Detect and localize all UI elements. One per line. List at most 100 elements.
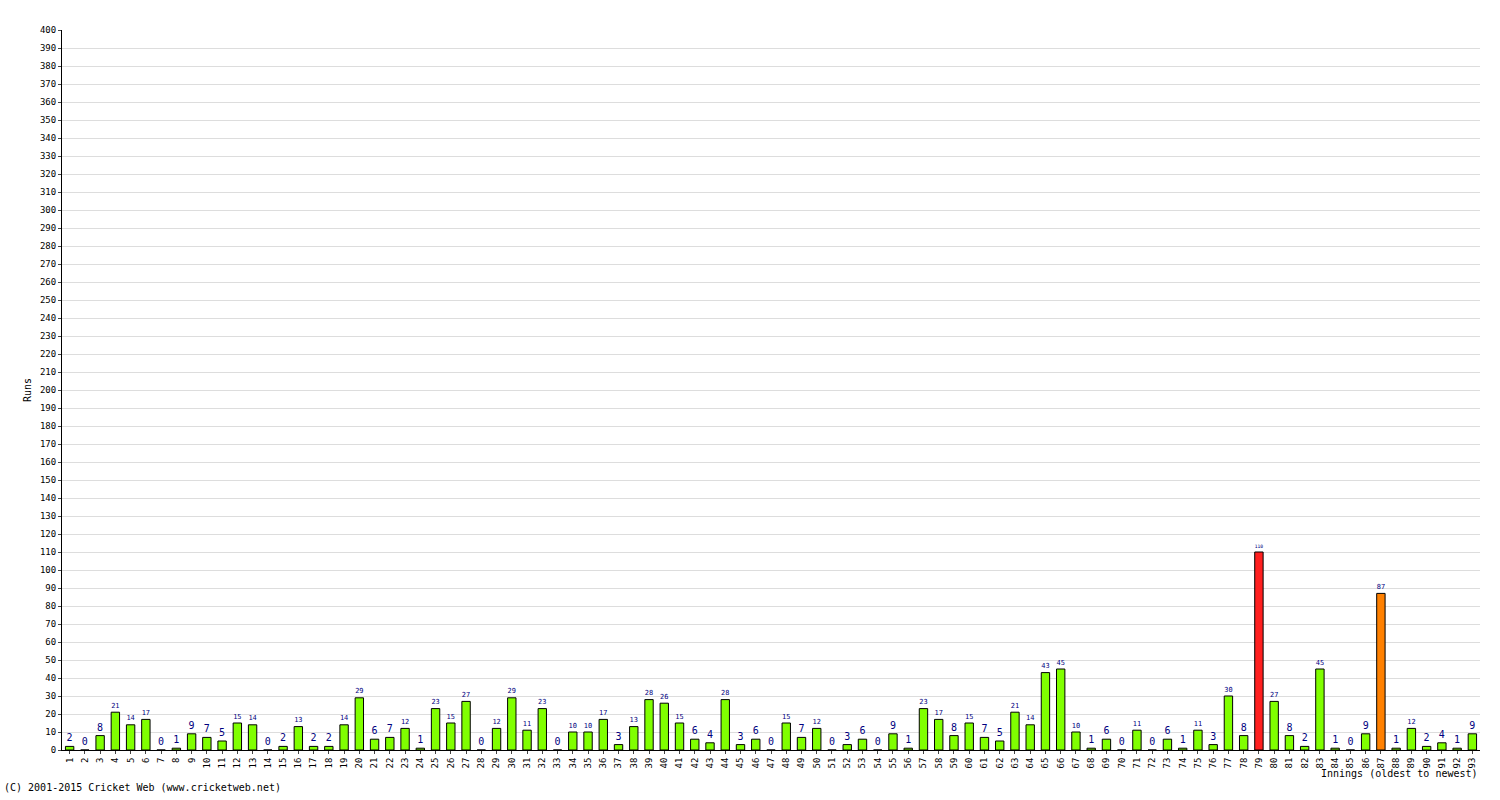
svg-text:290: 290 — [40, 223, 56, 233]
svg-text:50: 50 — [812, 758, 822, 769]
svg-text:1: 1 — [417, 734, 423, 745]
svg-text:9: 9 — [1363, 720, 1369, 731]
svg-text:15: 15 — [782, 713, 790, 721]
svg-text:2: 2 — [80, 758, 90, 763]
svg-text:12: 12 — [401, 718, 409, 726]
svg-text:40: 40 — [659, 758, 669, 769]
svg-text:380: 380 — [40, 61, 56, 71]
svg-text:6: 6 — [859, 725, 865, 736]
svg-text:280: 280 — [40, 241, 56, 251]
svg-text:6: 6 — [141, 758, 151, 763]
svg-text:5: 5 — [219, 727, 225, 738]
svg-text:79: 79 — [1254, 758, 1264, 769]
svg-text:82: 82 — [1300, 758, 1310, 769]
svg-text:51: 51 — [827, 758, 837, 769]
svg-text:0: 0 — [768, 736, 774, 747]
svg-text:90: 90 — [45, 583, 56, 593]
svg-text:77: 77 — [1223, 758, 1233, 769]
svg-text:78: 78 — [1239, 758, 1249, 769]
svg-text:110: 110 — [1255, 544, 1264, 549]
svg-text:47: 47 — [766, 758, 776, 769]
svg-text:41: 41 — [674, 758, 684, 769]
svg-text:48: 48 — [781, 758, 791, 769]
svg-text:61: 61 — [979, 758, 989, 769]
svg-text:12: 12 — [1407, 718, 1415, 726]
svg-text:4: 4 — [707, 729, 713, 740]
svg-text:1: 1 — [65, 758, 75, 763]
svg-text:2: 2 — [1424, 732, 1430, 743]
svg-text:11: 11 — [1133, 720, 1141, 728]
svg-text:55: 55 — [888, 758, 898, 769]
svg-text:170: 170 — [40, 439, 56, 449]
svg-text:12: 12 — [813, 718, 821, 726]
svg-text:180: 180 — [40, 421, 56, 431]
svg-text:270: 270 — [40, 259, 56, 269]
svg-text:2: 2 — [67, 732, 73, 743]
svg-text:80: 80 — [1269, 758, 1279, 769]
svg-text:68: 68 — [1086, 758, 1096, 769]
svg-text:27: 27 — [462, 691, 470, 699]
svg-text:65: 65 — [1040, 758, 1050, 769]
svg-text:0: 0 — [1149, 736, 1155, 747]
svg-text:230: 230 — [40, 331, 56, 341]
svg-text:Innings (oldest to newest): Innings (oldest to newest) — [1321, 768, 1478, 779]
svg-text:60: 60 — [964, 758, 974, 769]
svg-text:3: 3 — [737, 731, 743, 742]
svg-text:10: 10 — [569, 722, 577, 730]
svg-text:53: 53 — [857, 758, 867, 769]
svg-text:14: 14 — [126, 714, 134, 722]
svg-text:15: 15 — [675, 713, 683, 721]
svg-text:1: 1 — [1180, 734, 1186, 745]
svg-text:70: 70 — [1117, 758, 1127, 769]
svg-text:56: 56 — [903, 758, 913, 769]
svg-text:27: 27 — [1270, 691, 1278, 699]
svg-text:17: 17 — [599, 709, 607, 717]
svg-text:0: 0 — [82, 736, 88, 747]
svg-text:8: 8 — [1241, 722, 1247, 733]
svg-text:2: 2 — [311, 732, 317, 743]
svg-text:110: 110 — [40, 547, 56, 557]
svg-text:29: 29 — [491, 758, 501, 769]
svg-text:17: 17 — [309, 758, 319, 769]
svg-text:23: 23 — [400, 758, 410, 769]
svg-text:36: 36 — [598, 758, 608, 769]
svg-text:1: 1 — [173, 734, 179, 745]
svg-text:7: 7 — [981, 723, 987, 734]
svg-text:16: 16 — [293, 758, 303, 769]
svg-text:10: 10 — [202, 758, 212, 769]
svg-text:1: 1 — [905, 734, 911, 745]
svg-text:370: 370 — [40, 79, 56, 89]
svg-text:320: 320 — [40, 169, 56, 179]
svg-text:3: 3 — [95, 758, 105, 763]
svg-text:25: 25 — [430, 758, 440, 769]
svg-text:87: 87 — [1376, 758, 1386, 769]
svg-text:17: 17 — [935, 709, 943, 717]
svg-text:0: 0 — [51, 745, 56, 755]
svg-text:3: 3 — [616, 731, 622, 742]
svg-text:29: 29 — [355, 687, 363, 695]
svg-text:21: 21 — [369, 758, 379, 769]
svg-text:260: 260 — [40, 277, 56, 287]
svg-text:84: 84 — [1330, 758, 1340, 769]
svg-text:14: 14 — [340, 714, 348, 722]
svg-text:86: 86 — [1361, 758, 1371, 769]
svg-text:28: 28 — [645, 689, 653, 697]
svg-text:21: 21 — [111, 702, 119, 710]
svg-text:3: 3 — [1210, 731, 1216, 742]
svg-text:120: 120 — [40, 529, 56, 539]
svg-text:20: 20 — [354, 758, 364, 769]
svg-text:18: 18 — [324, 758, 334, 769]
svg-text:63: 63 — [1010, 758, 1020, 769]
svg-text:1: 1 — [1332, 734, 1338, 745]
svg-text:33: 33 — [552, 758, 562, 769]
svg-text:17: 17 — [142, 709, 150, 717]
svg-text:340: 340 — [40, 133, 56, 143]
svg-text:30: 30 — [507, 758, 517, 769]
svg-text:5: 5 — [126, 758, 136, 763]
svg-text:140: 140 — [40, 493, 56, 503]
svg-text:64: 64 — [1025, 758, 1035, 769]
svg-text:15: 15 — [233, 713, 241, 721]
svg-text:13: 13 — [248, 758, 258, 769]
svg-text:2: 2 — [280, 732, 286, 743]
svg-text:81: 81 — [1284, 758, 1294, 769]
